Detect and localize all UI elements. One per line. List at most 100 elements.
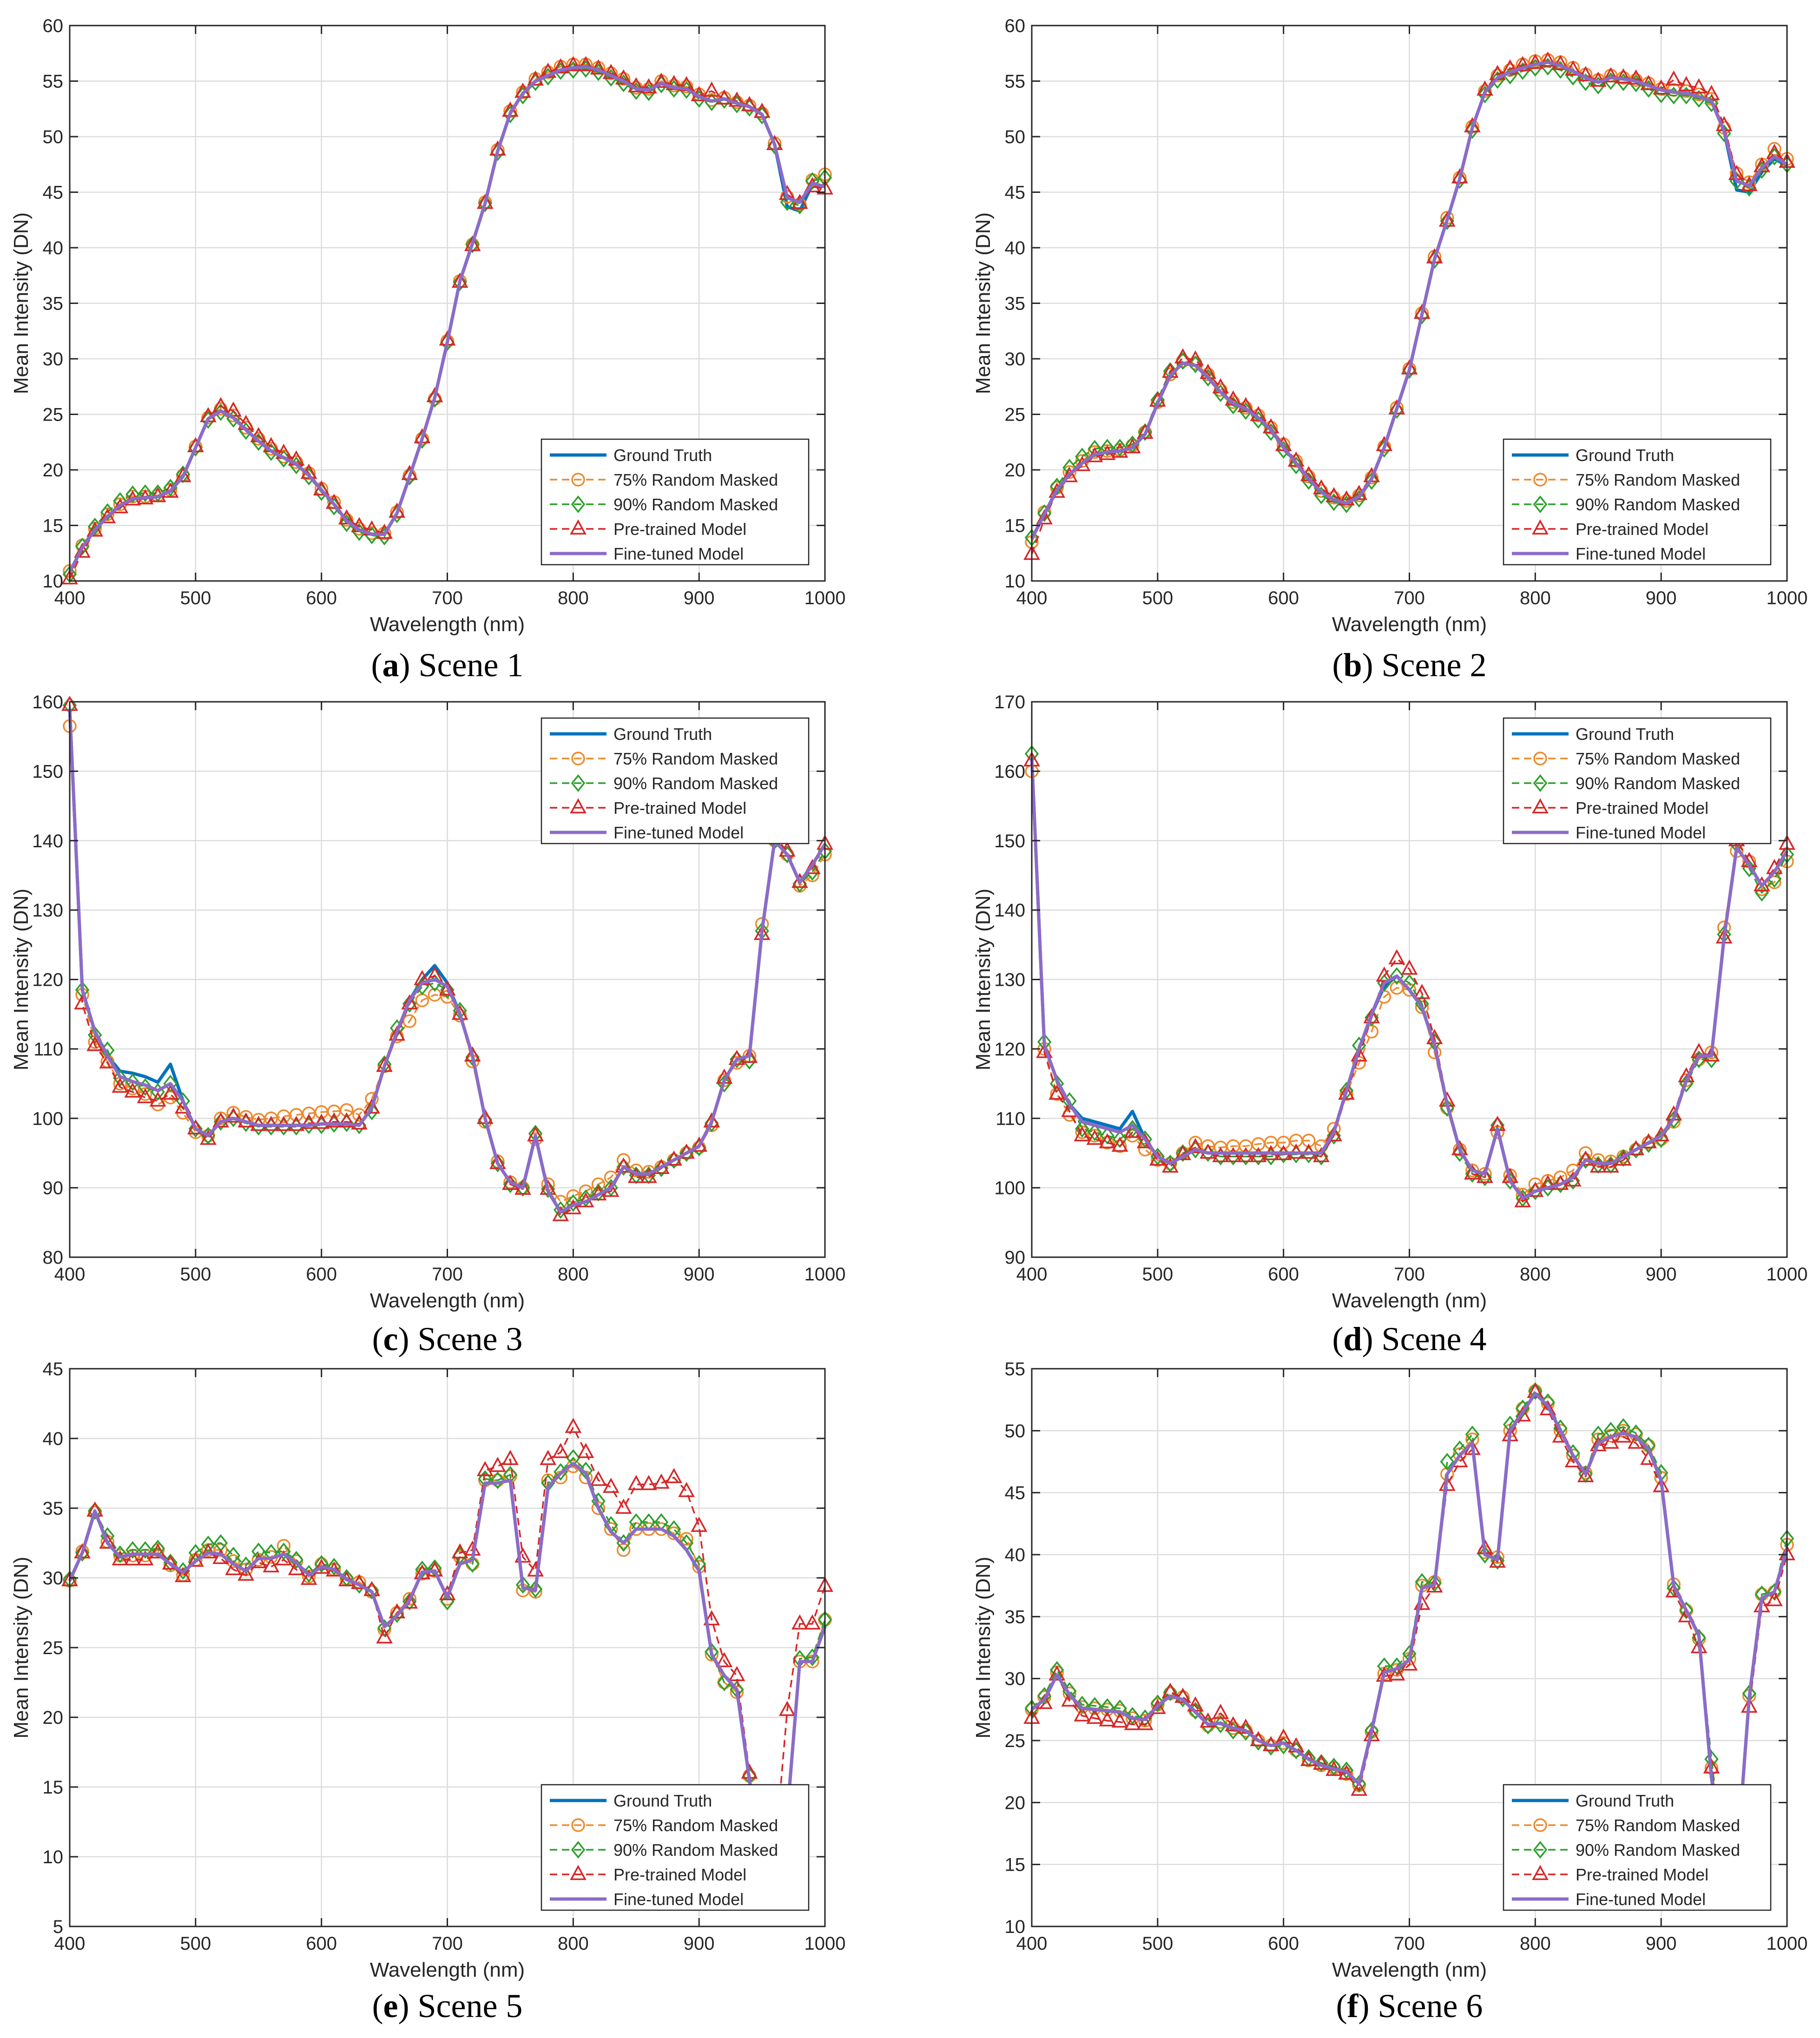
- y-tick-label: 150: [994, 831, 1025, 851]
- legend-marker: [1533, 1818, 1547, 1832]
- panel-caption: (e) Scene 5: [372, 1987, 523, 2025]
- y-tick-label: 100: [994, 1178, 1025, 1199]
- legend-box: [1503, 717, 1772, 844]
- data-point-pretrained: [86, 521, 104, 537]
- data-point-pretrained: [1162, 1157, 1179, 1173]
- y-tick-label: 20: [43, 1708, 64, 1728]
- y-axis-label: Mean Intensity (DN): [10, 1557, 33, 1738]
- legend-marker: [1533, 752, 1547, 765]
- data-point-pretrained: [74, 542, 91, 558]
- data-point-pretrained: [1539, 1400, 1556, 1416]
- data-point-pretrained: [577, 1443, 594, 1458]
- y-tick-label: 15: [43, 1777, 64, 1798]
- data-point-masked90: [705, 1642, 719, 1661]
- data-point-masked75: [591, 1177, 606, 1191]
- legend-entry-masked90: 90% Random Masked: [550, 1840, 778, 1860]
- series-line-finetuned: [1030, 1392, 1789, 1867]
- data-point-pretrained: [401, 1593, 418, 1609]
- y-tick-label: 20: [1005, 1793, 1026, 1813]
- y-tick-label: 35: [1005, 294, 1026, 314]
- data-point-pretrained: [313, 1114, 330, 1129]
- data-point-pretrained: [716, 1652, 733, 1668]
- data-point-pretrained: [640, 1475, 657, 1491]
- data-point-pretrained: [489, 1154, 506, 1169]
- legend-label: 90% Random Masked: [1576, 1840, 1740, 1860]
- x-tick-label: 1000: [1767, 1933, 1808, 1954]
- legend-entry-finetuned: Fine-tuned Model: [550, 823, 744, 842]
- legend-entry-ground_truth: Ground Truth: [1512, 725, 1674, 744]
- data-point-pretrained: [703, 81, 720, 97]
- data-point-pretrained: [200, 1543, 217, 1559]
- data-point-pretrained: [124, 1082, 141, 1098]
- data-point-masked75: [1478, 84, 1492, 98]
- y-tick-label: 60: [1005, 16, 1026, 36]
- data-point-masked90: [125, 1541, 140, 1559]
- data-point-pretrained: [225, 1107, 242, 1123]
- data-point-pretrained: [1753, 1597, 1770, 1613]
- y-tick-label: 110: [996, 1108, 1025, 1129]
- data-point-pretrained: [1048, 482, 1066, 498]
- data-point-pretrained: [1351, 1046, 1368, 1062]
- legend-marker: [1533, 774, 1548, 792]
- y-tick-label: 10: [43, 571, 64, 592]
- legend-label: 90% Random Masked: [1576, 774, 1740, 793]
- data-point-masked90: [277, 1542, 291, 1561]
- x-tick-label: 600: [1268, 1264, 1299, 1285]
- legend-entry-masked90: 90% Random Masked: [1512, 1840, 1740, 1860]
- data-point-masked90: [163, 1075, 178, 1093]
- data-point-pretrained: [1388, 949, 1405, 964]
- data-point-pretrained: [1678, 76, 1695, 92]
- legend-label: Pre-trained Model: [613, 520, 746, 539]
- data-point-pretrained: [187, 1119, 204, 1134]
- y-tick-label: 170: [994, 692, 1025, 712]
- x-tick-label: 500: [1142, 1933, 1173, 1954]
- y-axis-label: Mean Intensity (DN): [972, 889, 995, 1070]
- data-point-masked90: [1251, 411, 1266, 429]
- x-tick-label: 400: [54, 1933, 86, 1954]
- data-point-masked90: [1049, 1075, 1064, 1093]
- x-tick-label: 800: [558, 588, 589, 608]
- data-point-pretrained: [86, 1035, 104, 1051]
- legend-label: Ground Truth: [1576, 446, 1674, 465]
- x-tick-label: 900: [1646, 1264, 1677, 1285]
- x-tick-label: 600: [306, 1933, 337, 1954]
- y-tick-label: 40: [1005, 1545, 1026, 1565]
- legend: Ground Truth 75% Random Masked 90% Random …: [1503, 1784, 1772, 1911]
- data-point-pretrained: [540, 1450, 557, 1465]
- x-tick-label: 500: [1142, 588, 1173, 608]
- data-point-pretrained: [615, 1157, 632, 1173]
- data-point-pretrained: [1514, 1406, 1531, 1422]
- data-point-masked90: [87, 1502, 102, 1520]
- legend-label: 75% Random Masked: [613, 749, 778, 768]
- data-point-pretrained: [1703, 85, 1720, 100]
- data-point-pretrained: [602, 1477, 620, 1493]
- legend: Ground Truth 75% Random Masked 90% Random …: [541, 1784, 810, 1911]
- legend-entry-masked90: 90% Random Masked: [550, 774, 778, 793]
- data-point-pretrained: [1174, 1688, 1191, 1703]
- data-point-pretrained: [112, 498, 129, 514]
- data-point-pretrained: [137, 1088, 154, 1103]
- data-point-pretrained: [1527, 53, 1544, 69]
- data-point-masked90: [805, 172, 820, 190]
- y-tick-label: 140: [32, 831, 63, 851]
- data-point-pretrained: [1250, 1147, 1267, 1162]
- x-tick-label: 600: [1268, 1933, 1299, 1954]
- data-point-pretrained: [615, 1498, 632, 1514]
- data-point-pretrained: [1300, 1751, 1317, 1766]
- data-point-pretrained: [552, 58, 569, 73]
- legend-box: [1503, 1784, 1772, 1911]
- x-tick-label: 900: [1646, 588, 1677, 608]
- data-point-masked90: [616, 1158, 631, 1176]
- legend-entry-ground_truth: Ground Truth: [1512, 1791, 1674, 1810]
- x-tick-label: 800: [1520, 588, 1551, 608]
- legend-label: 75% Random Masked: [1576, 1816, 1740, 1835]
- y-tick-label: 30: [1005, 349, 1026, 369]
- legend-label: Pre-trained Model: [613, 798, 746, 818]
- legend-marker: [570, 798, 587, 814]
- data-point-masked90: [478, 194, 492, 212]
- legend-marker: [1533, 473, 1547, 487]
- data-point-masked90: [1365, 472, 1379, 490]
- data-point-masked90: [1591, 77, 1605, 95]
- data-point-masked90: [1339, 1761, 1354, 1780]
- caption-text: Scene 3: [409, 1320, 523, 1358]
